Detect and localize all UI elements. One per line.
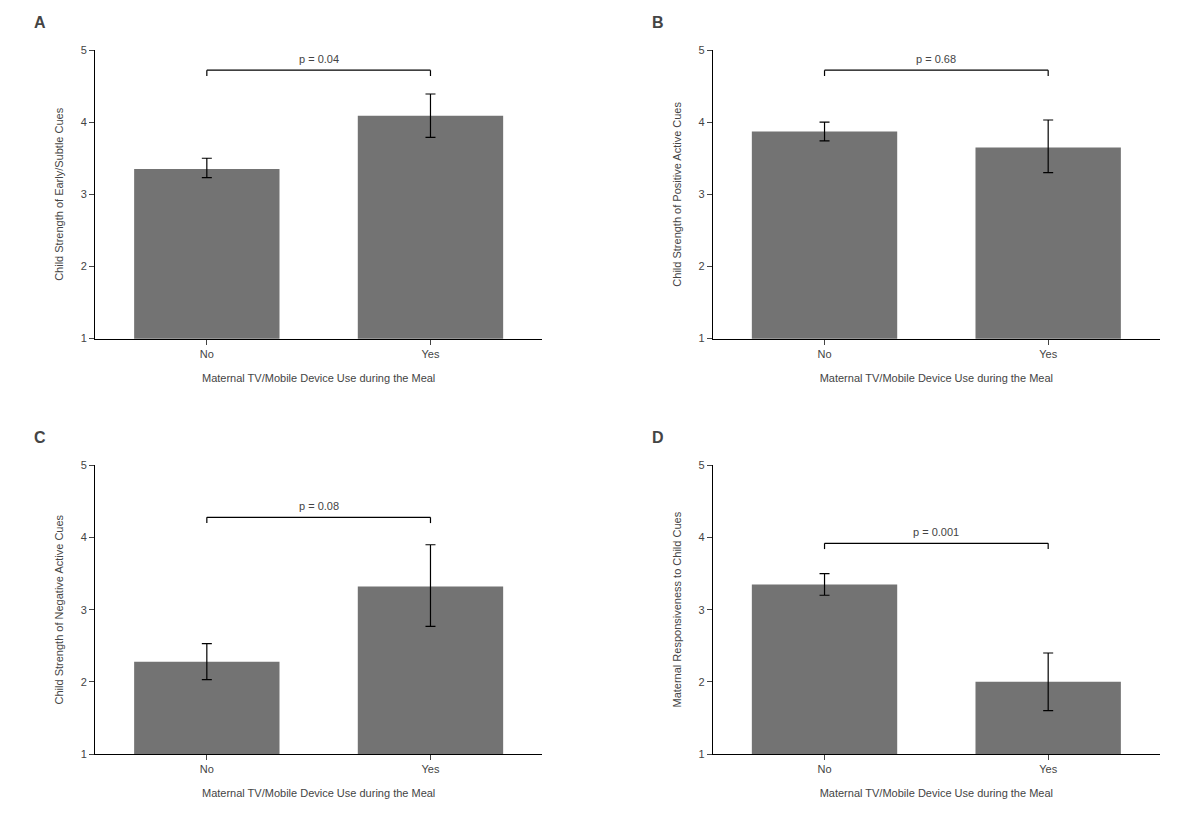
svg-text:3: 3 [81, 188, 87, 200]
svg-text:1: 1 [698, 748, 704, 760]
svg-text:No: No [817, 763, 831, 775]
svg-text:Child Strength of Early/Subtle: Child Strength of Early/Subtle Cues [53, 107, 65, 281]
svg-text:3: 3 [698, 604, 704, 616]
svg-text:4: 4 [698, 116, 704, 128]
svg-text:Yes: Yes [422, 763, 440, 775]
svg-text:Yes: Yes [1039, 763, 1057, 775]
svg-text:Maternal Responsiveness to Chi: Maternal Responsiveness to Child Cues [671, 511, 683, 707]
svg-text:Child Strength of Negative Act: Child Strength of Negative Active Cues [53, 514, 65, 704]
svg-text:p = 0.001: p = 0.001 [913, 526, 959, 538]
svg-text:Maternal TV/Mobile Device Use: Maternal TV/Mobile Device Use during the… [202, 787, 435, 799]
svg-text:1: 1 [698, 332, 704, 344]
svg-text:p = 0.04: p = 0.04 [299, 53, 339, 65]
svg-text:No: No [200, 763, 214, 775]
svg-text:Child Strength of Positive Act: Child Strength of Positive Active Cues [671, 102, 683, 287]
svg-text:D: D [652, 429, 664, 446]
svg-text:No: No [817, 348, 831, 360]
svg-text:2: 2 [81, 676, 87, 688]
svg-text:p = 0.68: p = 0.68 [916, 53, 956, 65]
svg-text:3: 3 [698, 188, 704, 200]
svg-text:5: 5 [81, 459, 87, 471]
svg-text:Maternal TV/Mobile Device Use: Maternal TV/Mobile Device Use during the… [820, 787, 1053, 799]
svg-text:4: 4 [81, 116, 87, 128]
svg-text:B: B [652, 14, 664, 31]
svg-text:4: 4 [698, 531, 704, 543]
svg-text:2: 2 [698, 260, 704, 272]
svg-text:2: 2 [698, 676, 704, 688]
svg-text:C: C [34, 429, 46, 446]
svg-text:5: 5 [698, 44, 704, 56]
svg-text:4: 4 [81, 531, 87, 543]
svg-text:1: 1 [81, 332, 87, 344]
svg-text:p = 0.08: p = 0.08 [299, 500, 339, 512]
svg-text:5: 5 [81, 44, 87, 56]
svg-text:3: 3 [81, 604, 87, 616]
svg-text:2: 2 [81, 260, 87, 272]
svg-text:Maternal TV/Mobile Device Use: Maternal TV/Mobile Device Use during the… [202, 372, 435, 384]
svg-text:1: 1 [81, 748, 87, 760]
svg-text:No: No [200, 348, 214, 360]
svg-text:Maternal TV/Mobile Device Use: Maternal TV/Mobile Device Use during the… [820, 372, 1053, 384]
svg-text:5: 5 [698, 459, 704, 471]
svg-text:A: A [34, 14, 46, 31]
svg-text:Yes: Yes [422, 348, 440, 360]
svg-text:Yes: Yes [1039, 348, 1057, 360]
